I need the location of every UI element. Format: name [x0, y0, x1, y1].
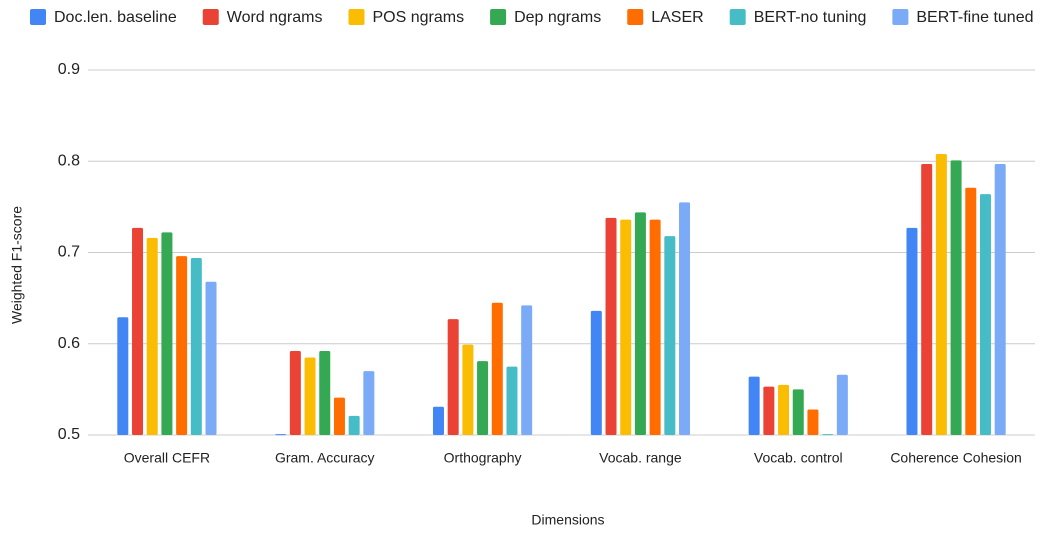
y-tick-label: 0.7 — [58, 244, 80, 261]
y-tick-label: 0.8 — [58, 152, 80, 169]
bar — [748, 376, 760, 435]
bar — [778, 384, 790, 435]
bar — [950, 160, 962, 435]
legend-label: BERT-fine tuned — [916, 9, 1033, 26]
bar — [649, 219, 661, 435]
x-tick-label: Vocab. range — [599, 450, 682, 466]
bar — [664, 236, 676, 435]
bar — [792, 389, 804, 435]
bar — [807, 409, 819, 435]
x-tick-label: Vocab. control — [754, 450, 843, 466]
bar — [348, 415, 360, 435]
bar — [447, 319, 459, 435]
x-tick-label: Gram. Accuracy — [275, 450, 375, 466]
bar — [679, 202, 691, 435]
bar — [620, 219, 632, 435]
bar — [763, 386, 775, 435]
bar — [190, 257, 202, 435]
bar — [363, 371, 375, 435]
bar — [521, 305, 533, 435]
legend-swatch — [729, 9, 746, 25]
bar — [432, 406, 444, 435]
bar — [275, 434, 287, 436]
legend-label: Doc.len. baseline — [54, 9, 177, 26]
legend-label: POS ngrams — [372, 9, 464, 26]
x-tick-label: Overall CEFR — [124, 450, 210, 466]
legend-label: LASER — [651, 9, 703, 26]
x-tick-label: Coherence Cohesion — [890, 450, 1022, 466]
legend-label: Dep ngrams — [514, 9, 601, 26]
bar — [146, 237, 158, 435]
bar — [462, 344, 474, 435]
legend-label: BERT-no tuning — [754, 9, 867, 26]
legend-swatch — [490, 9, 507, 25]
bar — [634, 212, 646, 435]
y-axis-label: Weighted F1-score — [9, 206, 25, 324]
bar — [921, 163, 933, 436]
bar — [935, 153, 947, 435]
bar — [491, 302, 503, 435]
y-tick-label: 0.6 — [58, 335, 80, 352]
bar — [161, 232, 173, 435]
legend-swatch — [627, 9, 644, 25]
bar — [304, 357, 316, 435]
bar — [822, 434, 834, 436]
legend-swatch — [30, 9, 46, 25]
bar — [506, 366, 518, 435]
bar — [994, 163, 1006, 436]
y-tick-label: 0.9 — [58, 61, 80, 78]
bar — [205, 281, 217, 435]
bar — [836, 374, 848, 435]
bar — [132, 227, 144, 435]
legend-swatch — [892, 9, 909, 25]
y-tick-label: 0.5 — [58, 426, 80, 443]
legend-swatch — [348, 9, 365, 25]
legend-label: Word ngrams — [227, 9, 323, 26]
bar — [906, 227, 918, 435]
bar — [333, 397, 345, 435]
bar — [319, 351, 331, 435]
bar — [176, 256, 188, 435]
bar — [289, 351, 301, 435]
bar — [477, 361, 489, 435]
x-axis-label: Dimensions — [531, 512, 604, 528]
bar — [605, 217, 617, 435]
bar — [590, 310, 602, 435]
bar — [117, 317, 129, 435]
bar — [979, 194, 991, 435]
legend-swatch — [202, 9, 219, 25]
x-tick-label: Orthography — [444, 450, 522, 466]
bar — [965, 187, 977, 435]
